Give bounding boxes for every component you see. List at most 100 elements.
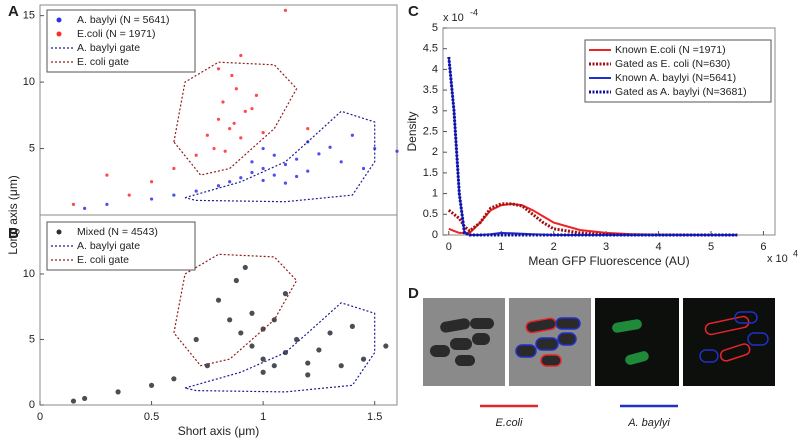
y-axis-label: Long axis (μm) <box>6 175 20 255</box>
legend-label: Known A. baylyi (N=5641) <box>615 72 736 84</box>
scatter-point <box>233 277 239 284</box>
panel-letter: D <box>408 285 419 302</box>
scatter-point <box>193 336 199 343</box>
panel-letter: A <box>8 3 19 20</box>
scatter-point <box>230 73 234 78</box>
scatter-point <box>350 133 354 137</box>
scatter-point <box>306 127 310 131</box>
scatter-point <box>172 193 176 197</box>
legend-label: Known E.coli (N =1971) <box>615 44 726 56</box>
scatter-point <box>272 153 276 157</box>
scatter-point <box>250 107 254 111</box>
y-tick-label: 3.5 <box>423 84 438 96</box>
scatter-point <box>360 356 367 362</box>
scatter-point <box>221 100 225 104</box>
scatter-point <box>294 174 299 179</box>
scatter-point <box>216 117 221 121</box>
x-tick-label: 0.5 <box>144 411 159 423</box>
scatter-point <box>254 93 259 97</box>
legend-marker <box>56 17 62 23</box>
scatter-point <box>205 133 209 137</box>
scatter-point <box>272 173 276 177</box>
scatter-point <box>239 53 243 58</box>
scatter-point <box>216 184 221 188</box>
cell-fluorescence <box>612 319 642 333</box>
x-scale-label: x 10 <box>767 253 788 265</box>
y-tick-label: 1.5 <box>423 167 438 179</box>
y-tick-label: 5 <box>29 142 35 154</box>
x-tick-label: 1.5 <box>367 411 382 423</box>
cell-fluorescence <box>625 351 649 365</box>
scatter-point <box>242 264 248 271</box>
scatter-point <box>238 330 244 336</box>
cell-outlines <box>699 311 769 363</box>
panel-letter: B <box>8 225 19 242</box>
y-tick-label: 0 <box>432 229 438 241</box>
gate-polygon <box>173 61 298 176</box>
scatter-point <box>216 67 221 71</box>
scatter-point <box>395 149 399 153</box>
scatter-point <box>305 372 311 378</box>
scatter-point <box>293 336 300 343</box>
panel-letter: C <box>408 3 419 20</box>
scatter-point <box>228 127 232 131</box>
scatter-point <box>327 330 333 336</box>
scatter-point <box>223 149 227 153</box>
scatter-point <box>194 189 198 193</box>
legend-marker <box>56 31 62 37</box>
plot-frame <box>39 214 398 406</box>
scatter-point <box>243 109 247 113</box>
scatter-point <box>383 343 389 349</box>
legend-label: E. coli gate <box>77 254 129 266</box>
legend-label: E. coli gate <box>77 56 129 68</box>
scatter-point <box>261 166 265 171</box>
scatter-point <box>261 178 265 183</box>
scatter-point <box>83 206 87 210</box>
scatter-point <box>149 180 154 184</box>
scatter-point <box>105 202 109 206</box>
line-series <box>447 56 738 237</box>
x-scale-exponent: 4 <box>793 248 798 258</box>
scatter-point <box>361 166 366 171</box>
x-tick-label: 2 <box>551 241 557 253</box>
scatter-point <box>82 395 88 402</box>
y-tick-label: 1 <box>432 188 438 200</box>
image <box>595 298 679 386</box>
legend-label: Gated as A. baylyi (N=3681) <box>615 86 747 98</box>
y-axis-label: Density <box>405 111 419 151</box>
legend-label: A. baylyi gate <box>77 240 140 252</box>
scatter-point <box>212 146 216 151</box>
x-tick-label: 1 <box>498 241 504 253</box>
scatter-point <box>127 193 131 197</box>
microscopy-images <box>423 298 775 386</box>
y-tick-label: 0 <box>29 399 35 411</box>
scatter-point <box>227 317 233 323</box>
scatter-point <box>316 347 322 353</box>
scatter-point <box>339 160 343 164</box>
gate-polygon <box>184 110 376 203</box>
scatter-point <box>194 153 198 157</box>
scatter-point <box>249 343 255 349</box>
cells <box>430 318 494 366</box>
y-tick-label: 2.5 <box>423 125 438 137</box>
y-scale-exponent: -4 <box>470 7 478 17</box>
y-tick-label: 0.5 <box>423 208 438 220</box>
x-tick-label: 5 <box>708 241 714 253</box>
scatter-point <box>250 160 254 164</box>
legend-label: A. baylyi <box>627 417 670 429</box>
x-tick-label: 0 <box>37 411 43 423</box>
scatter-point <box>305 360 311 366</box>
y-tick-label: 5 <box>432 22 438 34</box>
x-axis-label: Mean GFP Fluorescence (AU) <box>528 254 689 268</box>
x-tick-label: 3 <box>603 241 609 253</box>
scatter-point <box>228 180 232 184</box>
scatter-point <box>249 310 255 316</box>
scatter-point <box>71 202 76 206</box>
gate-polygon <box>184 302 376 393</box>
x-axis-label: Short axis (μm) <box>178 424 260 438</box>
scatter-point <box>317 152 321 156</box>
gate-polygon <box>173 253 298 367</box>
y-tick-label: 10 <box>23 76 35 88</box>
scatter-point <box>70 398 77 404</box>
y-tick-label: 15 <box>23 10 35 22</box>
